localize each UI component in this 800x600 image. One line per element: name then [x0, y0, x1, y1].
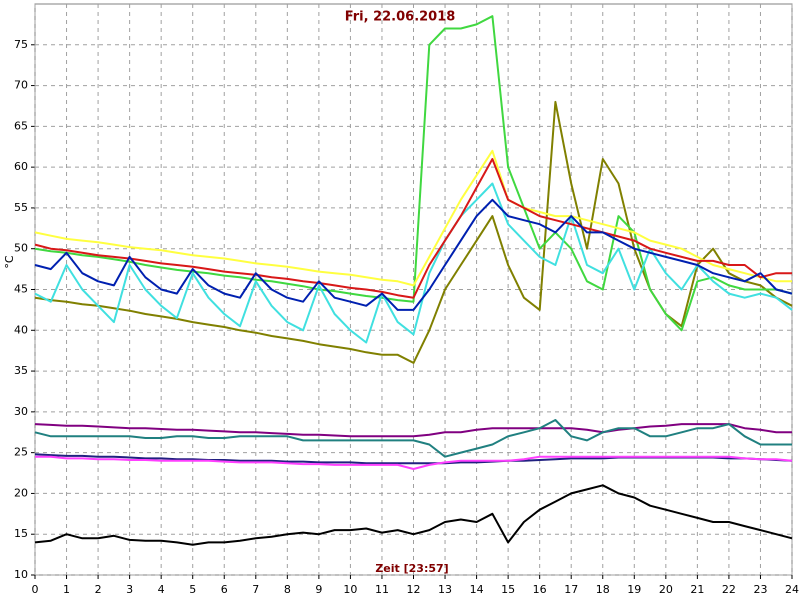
series-line: [34, 423, 792, 438]
y-tick-label: 60: [14, 160, 28, 173]
x-tick-label: 0: [32, 583, 39, 596]
series-line: [34, 419, 792, 458]
x-tick-label: 15: [501, 583, 515, 596]
y-tick-label: 50: [14, 242, 28, 255]
x-tick-label: 3: [126, 583, 133, 596]
lines: [34, 15, 793, 546]
x-tick-label: 2: [95, 583, 102, 596]
y-tick-label: 55: [14, 201, 28, 214]
y-tick-label: 20: [14, 486, 28, 499]
x-tick-label: 24: [785, 583, 799, 596]
y-tick-label: 35: [14, 364, 28, 377]
grid: [31, 4, 793, 579]
series-line: [34, 182, 793, 344]
x-tick-label: 13: [438, 583, 452, 596]
y-tick-label: 45: [14, 283, 28, 296]
y-tick-label: 75: [14, 38, 28, 51]
x-tick-label: 14: [470, 583, 484, 596]
x-tick-label: 17: [564, 583, 578, 596]
x-tick-label: 11: [375, 583, 389, 596]
x-tick-label: 18: [596, 583, 610, 596]
x-tick-label: 1: [63, 583, 70, 596]
y-tick-label: 65: [14, 119, 28, 132]
x-tick-label: 23: [753, 583, 767, 596]
x-tick-label: 8: [284, 583, 291, 596]
series-line: [34, 15, 793, 332]
series-line: [34, 158, 792, 299]
x-tick-label: 19: [627, 583, 641, 596]
x-tick-label: 22: [722, 583, 736, 596]
series-line: [35, 455, 793, 470]
x-tick-label: 12: [407, 583, 421, 596]
x-tick-label: 5: [189, 583, 196, 596]
series-line: [34, 198, 793, 311]
x-tick-label: 4: [158, 583, 165, 596]
series-line: [34, 149, 792, 287]
y-tick-label: 15: [14, 527, 28, 540]
y-tick-label: 30: [14, 405, 28, 418]
y-tick-label: 40: [14, 323, 28, 336]
x-tick-label: 9: [315, 583, 322, 596]
y-tick-label: 25: [14, 446, 28, 459]
x-tick-label: 21: [690, 583, 704, 596]
y-tick-label: 10: [14, 568, 28, 581]
x-tick-label: 20: [659, 583, 673, 596]
y-axis-label: °C: [3, 255, 16, 269]
x-tick-label: 7: [252, 583, 259, 596]
series-line: [34, 484, 793, 546]
x-axis-label: Zeit [23:57]: [375, 562, 448, 575]
x-tick-label: 10: [343, 583, 357, 596]
y-tick-label: 70: [14, 79, 28, 92]
chart-title: Fri, 22.06.2018: [345, 10, 456, 25]
x-tick-label: 16: [533, 583, 547, 596]
x-tick-label: 6: [221, 583, 228, 596]
